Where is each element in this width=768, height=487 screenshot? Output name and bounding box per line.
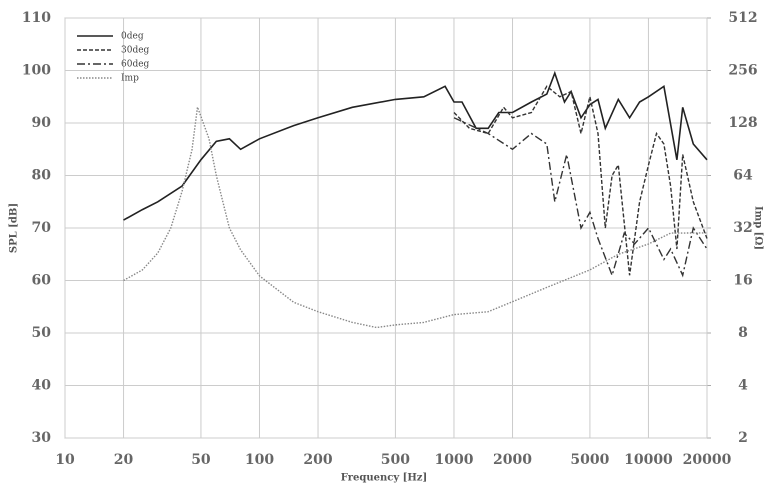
x-tick-label: 200 (303, 452, 332, 468)
y-tick-label: 100 (22, 63, 51, 79)
y2-tick-label: 128 (728, 115, 757, 131)
legend-label: Imp (121, 74, 139, 84)
y2-tick-label: 16 (733, 273, 752, 289)
x-tick-label: 20 (114, 452, 134, 468)
x-tick-label: 10000 (624, 452, 673, 468)
y-tick-label: 80 (32, 168, 52, 184)
x-tick-label: 1000 (434, 452, 473, 468)
series-line (123, 106, 708, 329)
y-tick-label: 50 (32, 325, 52, 341)
legend-label: 30deg (121, 46, 150, 56)
legend-label: 60deg (121, 60, 150, 70)
x-tick-label: 20000 (683, 452, 732, 468)
y-tick-label: 40 (32, 378, 52, 394)
y2-tick-label: 64 (733, 168, 753, 184)
y-tick-label: 70 (32, 220, 52, 236)
y-tick-label: 30 (32, 430, 52, 446)
x-tick-label: 10 (55, 452, 75, 468)
y-axis-label: SPL [dB] (9, 203, 20, 253)
x-tick-label: 2000 (493, 452, 532, 468)
y2-tick-label: 2 (738, 430, 748, 446)
x-tick-label: 100 (245, 452, 274, 468)
y2-tick-label: 512 (728, 10, 757, 26)
series-line (453, 117, 708, 278)
y2-tick-label: 4 (738, 378, 748, 394)
y-tick-label: 90 (32, 115, 52, 131)
y-tick-label: 110 (22, 10, 51, 26)
series-line (453, 85, 708, 276)
y2-tick-label: 32 (733, 220, 752, 236)
y2-axis-label: Imp [Ω] (753, 206, 764, 250)
y-tick-label: 60 (32, 273, 52, 289)
x-axis-label: Frequency [Hz] (341, 473, 427, 484)
x-tick-label: 5000 (570, 452, 609, 468)
legend-label: 0deg (121, 32, 144, 42)
series-line (123, 70, 708, 221)
y2-tick-label: 8 (738, 325, 748, 341)
x-tick-label: 500 (381, 452, 410, 468)
y2-tick-label: 256 (728, 63, 757, 79)
x-tick-label: 50 (191, 452, 211, 468)
